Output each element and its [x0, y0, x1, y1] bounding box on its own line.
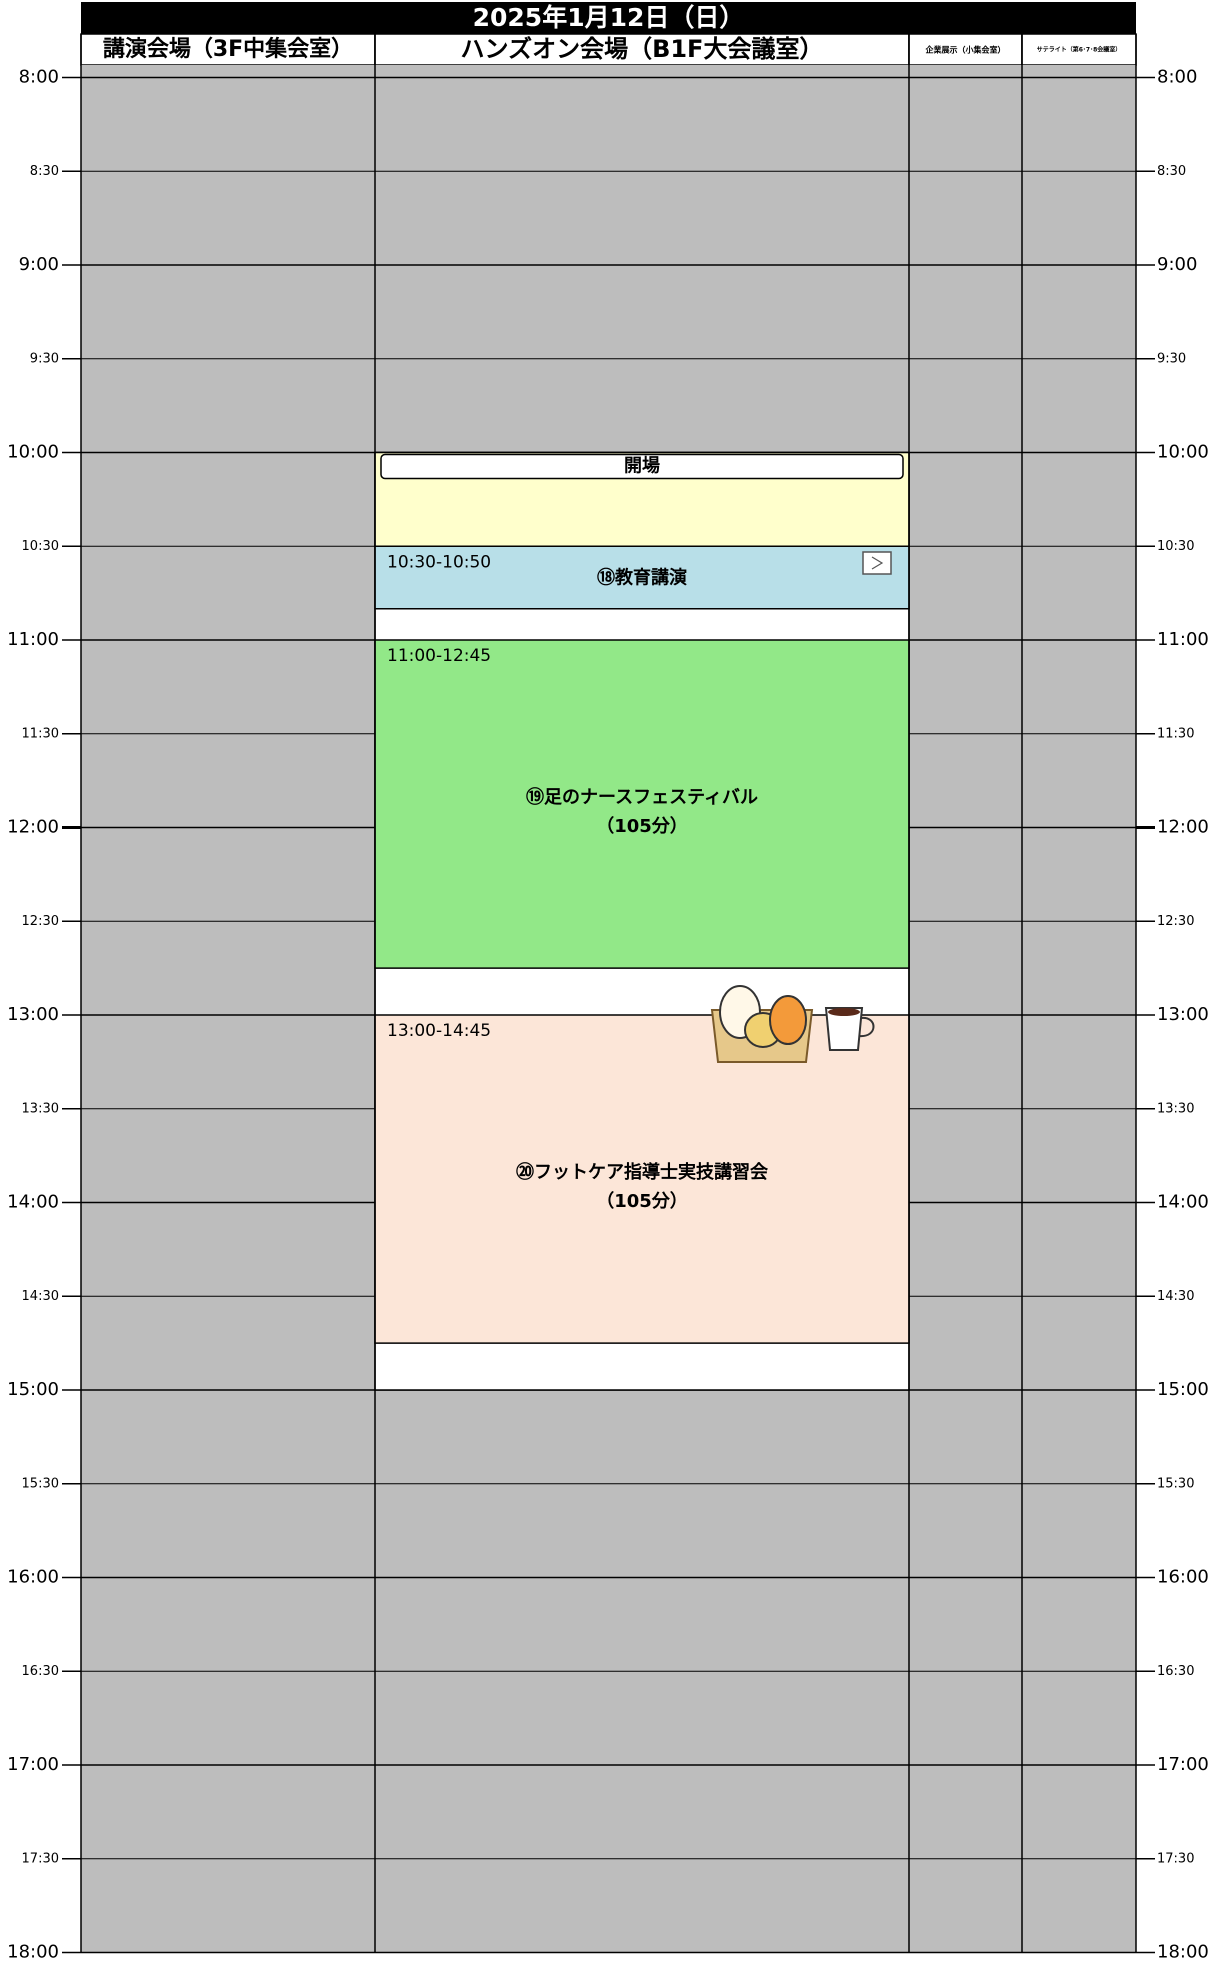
time-label: 8:30: [1157, 164, 1186, 179]
event-time: 10:30-10:50: [387, 552, 491, 572]
time-label: 9:00: [1157, 254, 1197, 275]
event-block: [374, 545, 910, 610]
time-label: 13:00: [1157, 1004, 1209, 1025]
movie-icon: [862, 551, 892, 575]
time-label: 12:00: [7, 817, 59, 838]
title: 2025年1月12日（日）: [473, 3, 745, 32]
time-label: 12:30: [22, 914, 59, 929]
time-label: 15:00: [7, 1379, 59, 1400]
time-label: 17:30: [22, 1851, 59, 1866]
time-label: 15:00: [1157, 1379, 1209, 1400]
time-label: 11:00: [7, 629, 59, 650]
time-label: 14:30: [22, 1289, 59, 1304]
bread-illustration: [710, 985, 875, 1063]
time-label: 14:30: [1157, 1289, 1194, 1304]
event-title: ⑱教育講演: [597, 566, 687, 588]
time-label: 9:30: [30, 351, 59, 366]
time-label: 18:00: [7, 1942, 59, 1962]
event-block: [374, 639, 910, 969]
time-label: 11:30: [22, 726, 59, 741]
bread: [769, 995, 807, 1045]
time-label: 14:00: [7, 1192, 59, 1213]
time-label: 10:00: [1157, 442, 1209, 463]
time-label: 8:00: [1157, 67, 1197, 88]
column-header: [908, 33, 1023, 66]
column-header-label: 講演会場（3F中集会室）: [103, 36, 353, 62]
time-label: 16:00: [1157, 1567, 1209, 1588]
event-title: （105分）: [596, 816, 688, 837]
time-label: 12:00: [1157, 817, 1209, 838]
time-label: 9:30: [1157, 351, 1186, 366]
event-title: ⑲足のナースフェスティバル: [526, 786, 758, 808]
cup: [824, 1007, 864, 1051]
time-label: 18:00: [1157, 1942, 1209, 1962]
time-label: 13:00: [7, 1004, 59, 1025]
time-label: 9:00: [19, 254, 59, 275]
column-header: [80, 33, 376, 66]
column-header: [374, 33, 910, 66]
time-label: 15:30: [1157, 1476, 1194, 1491]
cup-handle: [858, 1016, 875, 1038]
event-time: 13:00-14:45: [387, 1021, 491, 1041]
time-label: 8:00: [19, 67, 59, 88]
time-label: 8:30: [30, 164, 59, 179]
movie-icon-play: [871, 556, 884, 570]
column-header-label: 企業展示（小集会室）: [926, 45, 1006, 55]
column-header-label: ハンズオン会場（B1F大会議室）: [461, 35, 824, 63]
event-label-box: [380, 453, 904, 480]
time-label: 10:00: [7, 442, 59, 463]
time-label: 16:00: [7, 1567, 59, 1588]
time-label: 12:30: [1157, 914, 1194, 929]
time-label: 14:00: [1157, 1192, 1209, 1213]
time-label: 16:30: [22, 1664, 59, 1679]
time-label: 15:30: [22, 1476, 59, 1491]
time-label: 17:00: [7, 1754, 59, 1775]
time-label: 11:00: [1157, 629, 1209, 650]
event-label: 開場: [624, 456, 660, 477]
coffee: [828, 1008, 860, 1016]
event-time: 11:00-12:45: [387, 646, 491, 666]
time-label: 11:30: [1157, 726, 1194, 741]
event-title: （105分）: [596, 1191, 688, 1212]
time-label: 10:30: [22, 539, 59, 554]
time-label: 17:00: [1157, 1754, 1209, 1775]
time-label: 17:30: [1157, 1851, 1194, 1866]
event-block: [374, 1014, 910, 1344]
title-bar: [81, 2, 1136, 34]
column-header-label: サテライト（第6･7･8会議室）: [1037, 46, 1122, 54]
time-label: 16:30: [1157, 1664, 1194, 1679]
time-label: 13:30: [1157, 1101, 1194, 1116]
time-label: 10:30: [1157, 539, 1194, 554]
time-label: 13:30: [22, 1101, 59, 1116]
event-title: ⑳フットケア指導士実技講習会: [516, 1161, 769, 1183]
